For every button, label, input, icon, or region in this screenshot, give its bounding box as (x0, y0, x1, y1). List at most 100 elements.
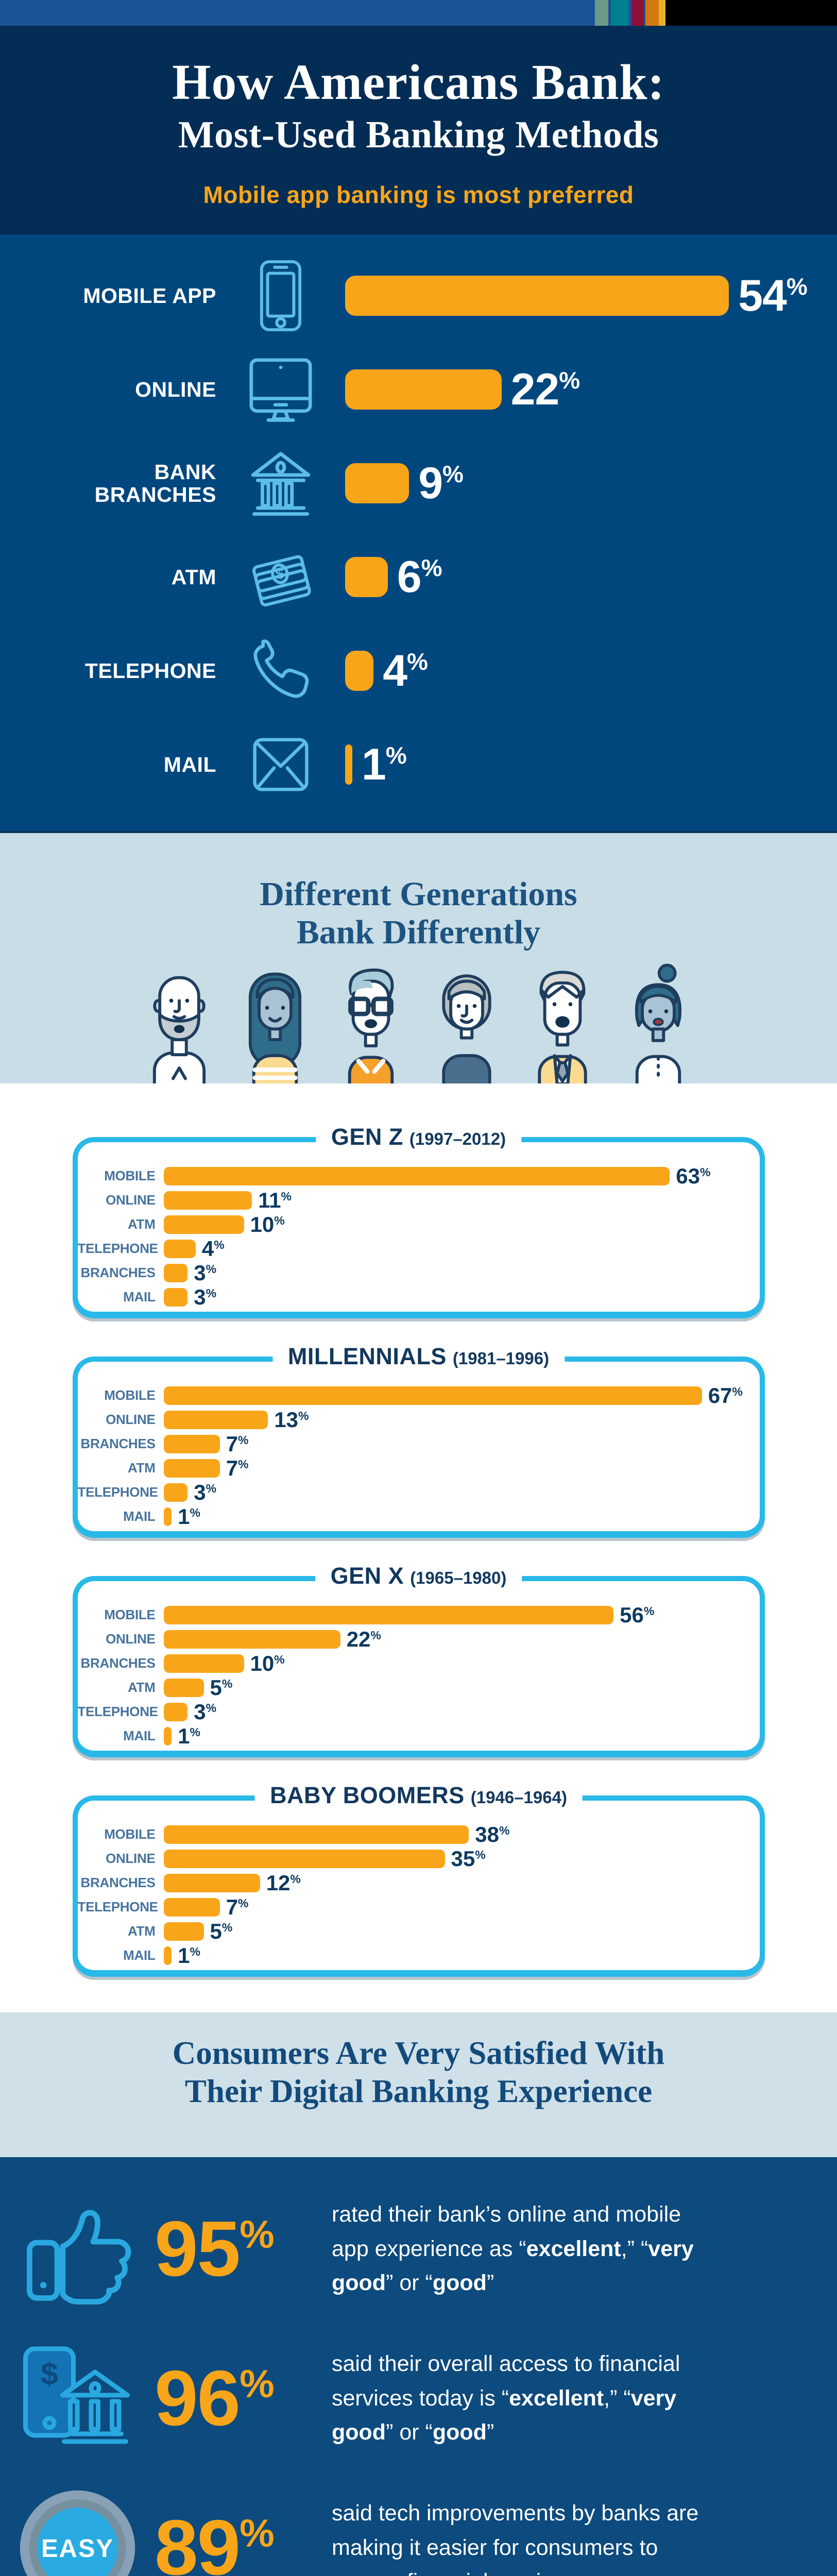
generation-chart-row: BRANCHES 12% (78, 1871, 760, 1895)
mobile-bank-icon: $ (0, 2344, 155, 2452)
method-value: 6% (397, 552, 442, 603)
generation-value-percent-sign: % (475, 1848, 486, 1861)
generation-years: (1965–1980) (410, 1568, 507, 1587)
generation-value-percent-sign: % (190, 1505, 200, 1519)
generation-years: (1946–1964) (470, 1788, 567, 1807)
smartphone-icon (216, 259, 345, 332)
generation-row-value: 1% (178, 1724, 200, 1749)
generation-row-value: 38% (475, 1822, 509, 1847)
generation-charts-section: GEN Z (1997–2012) MOBILE 63% ONLINE 11% ATM 10%… (0, 1083, 837, 2012)
generation-value-number: 3 (194, 1260, 206, 1285)
stat-text-segment: ,” “ (604, 2385, 631, 2411)
generation-card: GEN Z (1997–2012) MOBILE 63% ONLINE 11% ATM 10%… (72, 1124, 765, 1318)
method-bar-group: 4% (345, 646, 428, 697)
method-bar-group: 54% (345, 270, 808, 321)
generation-avatars (0, 963, 837, 1083)
method-value-percent-sign: % (421, 554, 442, 581)
generations-band: Different Generations Bank Differently (0, 831, 837, 1083)
generation-value-number: 3 (194, 1480, 206, 1504)
generations-heading-line1: Different Generations (260, 875, 577, 913)
generation-value-number: 3 (194, 1699, 206, 1724)
bar (163, 1263, 188, 1282)
bar (163, 1386, 702, 1405)
generation-value-number: 13 (274, 1407, 299, 1432)
generation-value-percent-sign: % (274, 1652, 285, 1666)
generation-value-percent-sign: % (298, 1409, 309, 1422)
topbar-black-segment (665, 0, 837, 26)
generation-chart-row: ATM 10% (78, 1212, 760, 1236)
bar (345, 463, 409, 503)
generation-chart-row: BRANCHES 7% (78, 1432, 760, 1456)
generation-row-label: BRANCHES (80, 1436, 156, 1451)
generation-chart-row: MAIL 3% (78, 1285, 760, 1309)
stat-value-number: 96 (155, 2354, 241, 2442)
generation-row-value: 3% (194, 1261, 216, 1285)
generation-row-label: MOBILE (104, 1607, 156, 1622)
generation-value-number: 7 (226, 1894, 238, 1919)
satisfaction-band: Consumers Are Very Satisfied With Their … (0, 2012, 837, 2157)
generation-row-label: BRANCHES (80, 1655, 156, 1671)
generation-years: (1981–1996) (452, 1349, 550, 1368)
satisfaction-heading-line1: Consumers Are Very Satisfied With (172, 2035, 665, 2071)
bar (163, 1922, 204, 1941)
stripe-maroon-icon (631, 0, 644, 26)
cash-icon: $ (252, 555, 311, 607)
generation-row-label: MAIL (123, 1289, 156, 1304)
stat-text-segment: said their overall access to financial s… (332, 2351, 680, 2411)
generation-value-number: 7 (226, 1455, 238, 1480)
bar (163, 1287, 188, 1307)
generation-row-value: 12% (266, 1871, 301, 1895)
stat-value: 95% (155, 2204, 314, 2294)
svg-text:$: $ (274, 565, 286, 583)
young-woman-bun-avatar-icon (635, 963, 681, 1083)
desktop-monitor-icon (249, 358, 312, 422)
bar (163, 1215, 244, 1234)
cash-icon: $ (216, 544, 345, 611)
generation-value-number: 10 (250, 1651, 275, 1675)
methods-bar-chart: MOBILE APP 54% ONLINE 22% BANK BRANCHES 9% ATM… (0, 234, 837, 831)
young-man-glasses-avatar-icon (348, 968, 394, 1083)
generation-row-value: 22% (347, 1627, 381, 1652)
envelope-icon (216, 734, 345, 795)
top-decorative-bar (0, 0, 837, 26)
generation-value-percent-sign: % (238, 1433, 249, 1447)
bar (163, 1873, 260, 1892)
stripe-teal-icon (611, 0, 628, 26)
generation-chart-row: TELEPHONE 4% (78, 1236, 760, 1261)
stat-value: 96% (155, 2353, 314, 2444)
smartphone-icon (260, 260, 302, 331)
generation-chart-row: ONLINE 22% (78, 1627, 760, 1651)
envelope-icon (253, 738, 309, 791)
generation-chart-row: TELEPHONE 3% (78, 1480, 760, 1504)
bar (163, 1702, 188, 1721)
bar (163, 1410, 268, 1429)
method-bar-group: 22% (345, 364, 580, 415)
generation-card-title: GEN X (1965–1980) (315, 1563, 522, 1589)
generation-value-percent-sign: % (206, 1286, 217, 1300)
bar (163, 1654, 244, 1673)
method-value-percent-sign: % (385, 741, 407, 769)
easy-button-label: EASY (41, 2535, 113, 2563)
generation-chart-row: TELEPHONE 7% (78, 1895, 760, 1919)
generation-value-percent-sign: % (238, 1896, 249, 1910)
bar (163, 1678, 204, 1697)
stat-text-segment: ” or “ (386, 2420, 433, 2445)
stat-text-segment: ,” “ (621, 2236, 648, 2261)
method-value-number: 4 (383, 646, 407, 696)
stat-value-percent-sign: % (240, 2511, 275, 2555)
generation-name: BABY BOOMERS (270, 1782, 465, 1808)
generation-row-label: BRANCHES (80, 1875, 156, 1890)
generation-chart-row: MOBILE 67% (78, 1383, 760, 1408)
generation-row-value: 3% (194, 1700, 216, 1724)
generation-chart-row: MOBILE 38% (78, 1822, 760, 1846)
generation-row-value: 63% (676, 1164, 710, 1189)
method-bar-group: 1% (345, 739, 407, 790)
bank-building-icon (251, 452, 311, 516)
method-row: ONLINE 22% (0, 343, 837, 436)
bar (163, 1434, 220, 1453)
generation-value-percent-sign: % (274, 1213, 285, 1227)
generation-value-number: 63 (676, 1163, 701, 1188)
generation-value-number: 67 (708, 1383, 732, 1408)
generation-row-label: TELEPHONE (77, 1484, 159, 1500)
thumbs-up-icon (0, 2189, 155, 2310)
